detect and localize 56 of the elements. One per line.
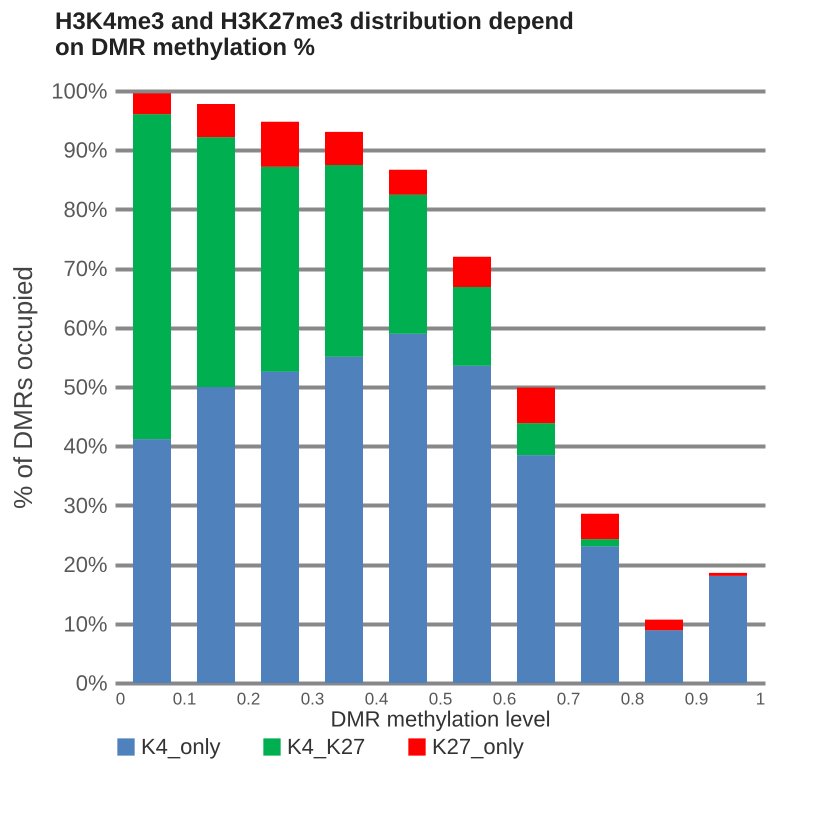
bar (389, 170, 427, 195)
bar (133, 114, 171, 440)
bar (581, 546, 619, 683)
x-tick-label: 0.3 (300, 690, 324, 708)
bar (133, 439, 171, 683)
bar (389, 334, 427, 683)
y-tick-label: 90% (63, 138, 108, 163)
y-axis-title: % of DMRs occupied (8, 266, 38, 509)
x-tick-label: 0 (116, 690, 126, 708)
bar (517, 455, 555, 683)
bar (645, 630, 683, 683)
y-tick-label: 100% (51, 78, 108, 104)
y-tick-label: 70% (63, 256, 108, 282)
legend-label: K4_K27 (287, 734, 366, 759)
bar (261, 122, 299, 167)
bar (325, 132, 363, 165)
x-tick-label: 0.7 (556, 690, 580, 708)
chart-title: H3K4me3 and H3K27me3 distribution depend on DMR methylation % (55, 8, 574, 61)
x-tick-label: 0.5 (428, 690, 452, 708)
bar (453, 366, 491, 683)
bar (261, 166, 299, 372)
bar (453, 286, 491, 366)
bar (581, 514, 619, 540)
bar (197, 387, 235, 683)
bar (325, 356, 363, 683)
y-tick-label: 80% (63, 196, 108, 222)
x-tick-label: 1 (756, 690, 766, 708)
y-tick-label: 20% (63, 552, 108, 578)
legend-label: K4_only (141, 734, 221, 759)
y-tick-label: 30% (63, 492, 108, 518)
bar (645, 620, 683, 630)
bar (389, 194, 427, 334)
x-tick-label: 0.8 (620, 690, 644, 708)
bar (581, 539, 619, 546)
y-tick-label: 0% (76, 670, 108, 696)
bar (709, 572, 747, 576)
x-tick-label: 0.4 (364, 690, 388, 708)
bar (197, 104, 235, 138)
bar (453, 256, 491, 287)
bar (325, 165, 363, 357)
y-tick-label: 60% (63, 315, 108, 340)
x-tick-label: 0.9 (684, 690, 708, 708)
y-tick-label: 10% (63, 611, 108, 636)
bar (261, 372, 299, 683)
x-tick-label: 0.6 (492, 690, 516, 708)
x-tick-label: 0.1 (172, 690, 196, 708)
y-tick-label: 40% (63, 434, 108, 459)
y-tick-label: 50% (63, 374, 108, 400)
x-axis-title: DMR methylation level (330, 706, 551, 732)
legend-label: K27_only (432, 734, 524, 759)
bar (517, 423, 555, 456)
x-tick-label: 0.2 (236, 690, 260, 708)
bar (709, 576, 747, 683)
bar (197, 137, 235, 387)
bar (517, 388, 555, 424)
bar (133, 93, 171, 114)
